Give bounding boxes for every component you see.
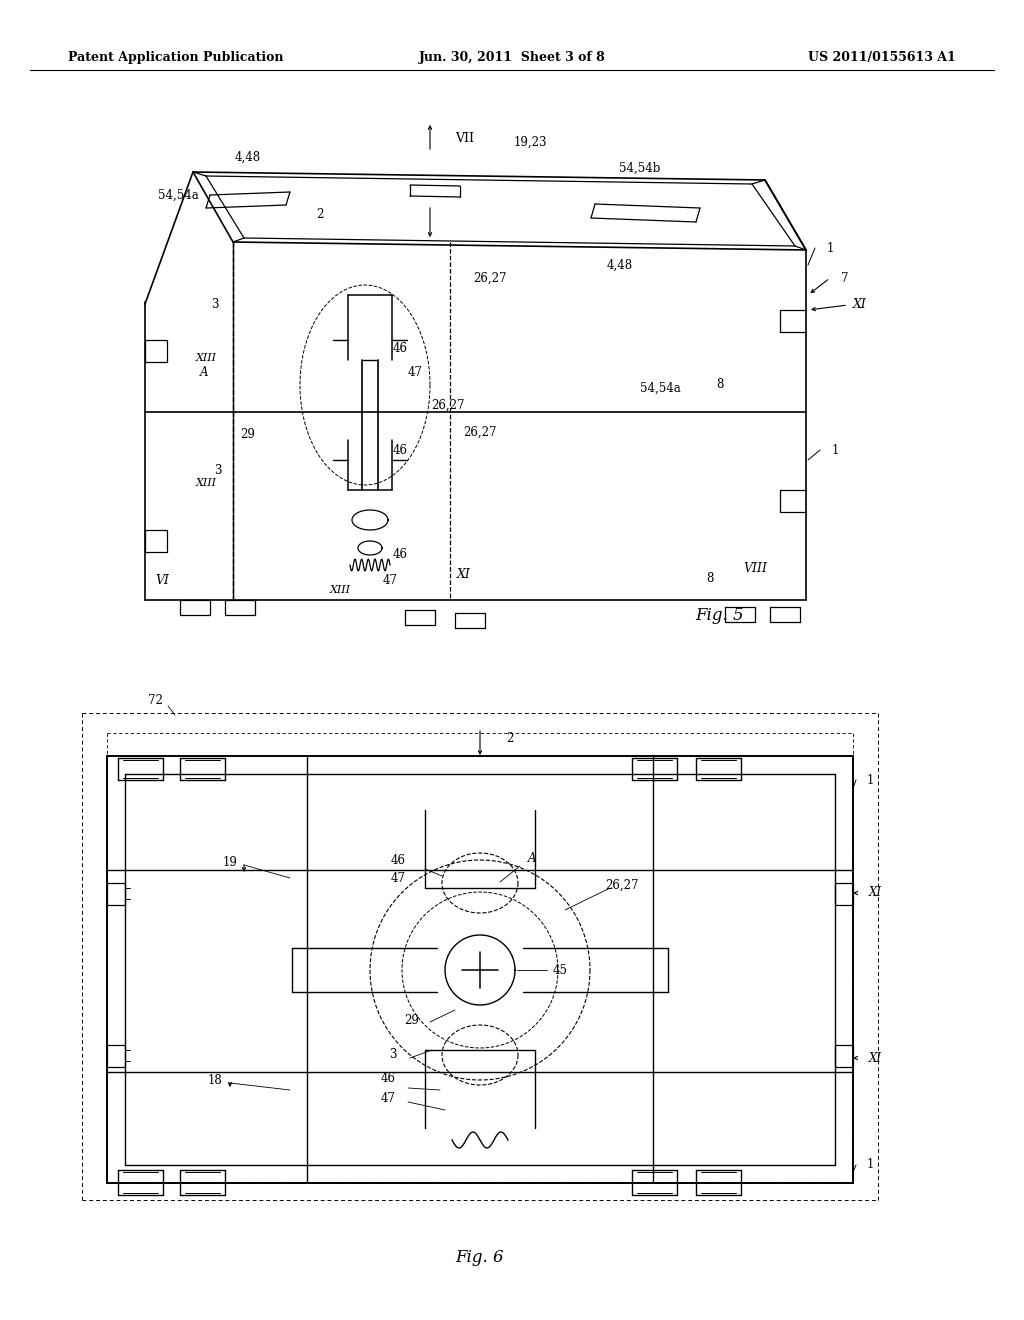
Text: VIII: VIII: [743, 561, 767, 574]
Text: 1: 1: [831, 444, 839, 457]
Text: 4,48: 4,48: [234, 150, 261, 164]
Text: 26,27: 26,27: [431, 399, 465, 412]
Text: 4,48: 4,48: [607, 259, 633, 272]
Text: 47: 47: [383, 573, 397, 586]
Text: 29: 29: [404, 1014, 420, 1027]
Text: XI: XI: [853, 298, 867, 312]
Text: 19,23: 19,23: [513, 136, 547, 149]
Text: Jun. 30, 2011  Sheet 3 of 8: Jun. 30, 2011 Sheet 3 of 8: [419, 51, 605, 65]
Text: XI: XI: [457, 569, 471, 582]
Text: 72: 72: [147, 693, 163, 706]
Text: 3: 3: [389, 1048, 396, 1061]
Text: XI: XI: [868, 1052, 882, 1064]
Text: Fig. 5: Fig. 5: [695, 606, 744, 623]
Text: 1: 1: [826, 242, 834, 255]
Text: 46: 46: [392, 342, 408, 355]
Text: XI: XI: [868, 887, 882, 899]
Text: 7: 7: [842, 272, 849, 285]
Text: 54,54b: 54,54b: [620, 161, 660, 174]
Text: 3: 3: [214, 463, 222, 477]
Text: Fig. 6: Fig. 6: [456, 1250, 504, 1266]
Text: Patent Application Publication: Patent Application Publication: [68, 51, 284, 65]
Text: VII: VII: [456, 132, 474, 144]
Text: XIII: XIII: [196, 478, 216, 488]
Text: 47: 47: [408, 366, 423, 379]
Text: 54,54a: 54,54a: [158, 189, 199, 202]
Text: 1: 1: [866, 774, 873, 787]
Text: 26,27: 26,27: [473, 272, 507, 285]
Text: 1: 1: [866, 1159, 873, 1172]
Text: 2: 2: [316, 209, 324, 222]
Text: 29: 29: [241, 429, 255, 441]
Text: A: A: [200, 366, 209, 379]
Text: 46: 46: [392, 549, 408, 561]
Text: 18: 18: [208, 1073, 222, 1086]
Text: US 2011/0155613 A1: US 2011/0155613 A1: [808, 51, 956, 65]
Text: 46: 46: [390, 854, 406, 866]
Text: 26,27: 26,27: [605, 879, 639, 891]
Text: 26,27: 26,27: [463, 425, 497, 438]
Text: VI: VI: [155, 573, 169, 586]
Text: 8: 8: [707, 572, 714, 585]
Text: XIII: XIII: [196, 352, 216, 363]
Text: 54,54a: 54,54a: [640, 381, 680, 395]
Text: 19: 19: [222, 855, 238, 869]
Text: 3: 3: [211, 298, 219, 312]
Text: 47: 47: [390, 871, 406, 884]
Text: 45: 45: [553, 964, 567, 977]
Text: 46: 46: [392, 444, 408, 457]
Text: A: A: [527, 851, 537, 865]
Text: 47: 47: [381, 1092, 395, 1105]
Text: 8: 8: [717, 379, 724, 392]
Text: XIII: XIII: [330, 585, 350, 595]
Text: 2: 2: [506, 731, 514, 744]
Text: 46: 46: [381, 1072, 395, 1085]
